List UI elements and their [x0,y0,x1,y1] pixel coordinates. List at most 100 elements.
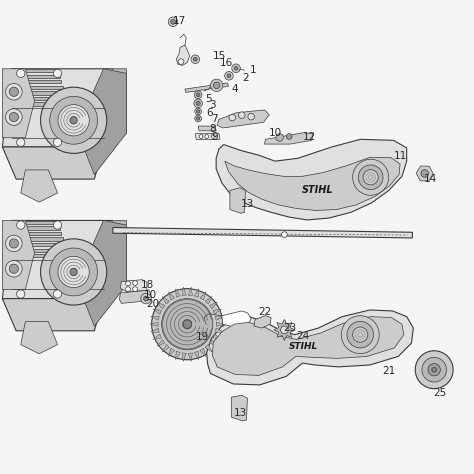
Circle shape [50,96,98,144]
Polygon shape [176,351,180,360]
Circle shape [281,326,288,334]
Text: STIHL: STIHL [289,342,318,350]
Polygon shape [119,290,151,303]
Circle shape [183,320,191,328]
Text: 13: 13 [234,408,247,419]
Polygon shape [231,395,247,421]
Polygon shape [15,91,64,94]
Circle shape [210,79,223,91]
Text: 21: 21 [382,365,395,376]
Circle shape [17,138,25,146]
Polygon shape [213,309,221,314]
Text: 13: 13 [241,199,254,209]
Circle shape [422,357,447,382]
Polygon shape [188,287,192,295]
Polygon shape [153,309,162,314]
Polygon shape [17,237,63,241]
Circle shape [199,135,203,138]
Circle shape [415,351,453,389]
Circle shape [286,134,292,139]
Text: 9: 9 [211,132,218,143]
Circle shape [9,239,18,248]
Polygon shape [274,319,295,340]
Text: 10: 10 [268,128,282,138]
Polygon shape [230,188,246,213]
Circle shape [194,91,202,99]
Polygon shape [21,322,57,354]
Circle shape [341,316,379,354]
Polygon shape [13,97,65,100]
Circle shape [133,281,137,285]
Polygon shape [200,348,206,356]
Circle shape [428,364,440,376]
Circle shape [6,109,22,125]
Circle shape [205,135,209,138]
Polygon shape [210,302,218,309]
Polygon shape [157,302,165,309]
Polygon shape [176,289,180,297]
Polygon shape [169,292,174,300]
Polygon shape [207,310,413,385]
Polygon shape [205,345,212,352]
Circle shape [17,290,25,298]
Circle shape [17,221,25,229]
Polygon shape [162,296,169,304]
Circle shape [54,221,62,229]
Text: 12: 12 [302,131,316,142]
Text: 11: 11 [394,151,407,162]
Circle shape [178,59,184,64]
Circle shape [126,287,130,292]
Polygon shape [222,311,251,327]
Polygon shape [19,80,61,83]
Circle shape [196,110,200,113]
Polygon shape [162,345,169,352]
Circle shape [9,264,18,273]
Circle shape [213,82,220,89]
Polygon shape [151,328,159,332]
Polygon shape [2,147,103,179]
Text: 18: 18 [141,280,155,291]
Circle shape [6,260,22,277]
Polygon shape [215,328,224,332]
Circle shape [238,112,245,118]
Polygon shape [194,351,199,360]
Polygon shape [21,75,60,78]
Circle shape [193,57,197,61]
Text: 20: 20 [146,299,159,310]
Circle shape [194,99,202,108]
Text: 1: 1 [250,65,257,75]
Text: 6: 6 [207,108,213,118]
Text: 22: 22 [258,307,271,317]
Circle shape [133,287,137,292]
Circle shape [191,55,200,64]
Polygon shape [85,69,127,174]
Polygon shape [225,157,400,210]
Polygon shape [264,133,313,144]
Polygon shape [21,227,60,230]
Polygon shape [113,228,412,238]
Polygon shape [205,296,212,304]
Text: 4: 4 [231,84,238,94]
Circle shape [232,64,240,73]
Circle shape [225,72,233,80]
Text: 7: 7 [211,114,218,125]
Circle shape [347,321,374,348]
Text: 2: 2 [242,73,249,83]
Polygon shape [182,287,186,295]
Circle shape [282,232,287,237]
Circle shape [432,367,437,372]
Circle shape [54,69,62,78]
Circle shape [50,248,98,296]
Circle shape [234,66,238,70]
Polygon shape [185,83,228,92]
Polygon shape [210,339,218,346]
Text: 17: 17 [173,16,186,26]
Circle shape [6,83,22,100]
Circle shape [196,101,200,106]
Polygon shape [150,322,158,327]
Polygon shape [151,316,159,320]
Text: 16: 16 [220,57,233,68]
Polygon shape [153,334,162,339]
Circle shape [276,134,283,141]
Polygon shape [2,69,113,147]
